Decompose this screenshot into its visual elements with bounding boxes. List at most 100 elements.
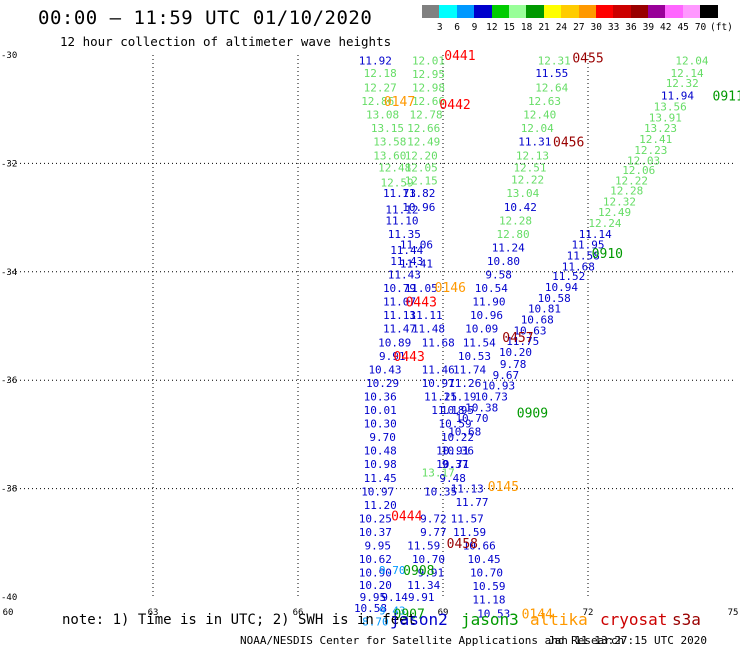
wave-height-label: 10.89 <box>378 336 411 349</box>
lat-tick-label: -38 <box>1 485 17 495</box>
wave-height-label: 12.05 <box>405 162 438 175</box>
wave-height-label: 11.14 <box>579 228 612 241</box>
wave-height-label: 9.91 <box>408 591 435 604</box>
wave-height-label: 12.95 <box>412 68 445 81</box>
wave-height-label: 10.80 <box>487 255 520 268</box>
wave-height-label: 10.20 <box>499 346 532 359</box>
wave-height-label: 11.06 <box>400 239 433 252</box>
wave-height-label: 8.70 <box>362 615 389 628</box>
pass-time-label: 0458 <box>447 537 478 552</box>
wave-height-label: 10.63 <box>513 324 546 337</box>
pass-time-label: 0911 <box>713 90 740 105</box>
wave-height-label: 12.66 <box>407 122 440 135</box>
wave-height-label: 9.95 <box>365 540 392 553</box>
wave-height-label: 11.92 <box>359 54 392 67</box>
wave-height-label: 10.73 <box>475 390 508 403</box>
wave-height-label: 11.18 <box>431 404 464 417</box>
wave-height-label: 12.51 <box>513 162 546 175</box>
wave-height-label: 13.58 <box>373 136 406 149</box>
wave-height-label: 10.97 <box>422 377 455 390</box>
legend-swatch <box>630 5 649 18</box>
wave-height-label: 10.36 <box>441 445 474 458</box>
wave-height-label: 13.04 <box>506 187 539 200</box>
wave-height-label: 12.86 <box>361 95 394 108</box>
wave-height-label: 12.24 <box>588 217 621 230</box>
wave-height-label: 11.75 <box>506 335 539 348</box>
wave-height-label: 9.78 <box>500 358 527 371</box>
wave-height-label: 10.66 <box>463 540 496 553</box>
wave-height-label: 10.58 <box>354 602 387 615</box>
wave-height-label: 12.28 <box>499 214 532 227</box>
wave-height-label: 11.52 <box>552 270 585 283</box>
lat-tick-label: -30 <box>1 51 17 61</box>
wave-height-label: 13.17 <box>422 466 455 479</box>
wave-height-label: 11.07 <box>383 296 416 309</box>
wave-height-label: 12.41 <box>639 133 672 146</box>
pass-time-label: 0443 <box>406 296 437 311</box>
legend-label: 24 <box>555 22 568 33</box>
lon-tick-label: 60 <box>3 608 14 618</box>
satellite-legend-cryosat: cryosat <box>600 610 668 629</box>
wave-height-label: 9.70 <box>379 564 406 577</box>
lon-tick-label: 63 <box>148 608 159 618</box>
wave-height-label: 12.13 <box>516 149 549 162</box>
pass-time-label: 0909 <box>517 407 548 422</box>
wave-height-label: 11.43 <box>390 255 423 268</box>
wave-height-label: 11.82 <box>402 187 435 200</box>
wave-height-label: 11.94 <box>661 90 694 103</box>
wave-height-label: 12.64 <box>535 82 568 95</box>
lon-tick-label: 72 <box>583 608 594 618</box>
wave-height-label: 11.41 <box>400 258 433 271</box>
legend-label: 9 <box>471 22 478 33</box>
pass-time-label: 0443 <box>394 350 425 365</box>
wave-height-label: 10.58 <box>538 292 571 305</box>
wave-height-label: 11.46 <box>422 363 455 376</box>
wave-height-label: 10.01 <box>364 404 397 417</box>
wave-height-label: 10.54 <box>475 282 508 295</box>
legend-swatch <box>682 5 701 18</box>
wave-height-label: 10.59 <box>439 418 472 431</box>
legend-swatch <box>595 5 614 18</box>
wave-height-label: 10.93 <box>482 380 515 393</box>
pass-time-label: 0908 <box>403 564 434 579</box>
wave-height-label: 11.74 <box>453 363 486 376</box>
wave-height-label: 11.35 <box>388 228 421 241</box>
legend-swatch <box>439 5 457 18</box>
wave-height-label: 10.97 <box>361 485 394 498</box>
wave-height-label: 12.49 <box>598 206 631 219</box>
wave-height-label: 10.96 <box>402 201 435 214</box>
legend-label: 39 <box>642 22 655 33</box>
wave-height-label: 13.56 <box>654 100 687 113</box>
pass-time-label: 0441 <box>444 49 475 64</box>
wave-height-label: 12.03 <box>627 155 660 168</box>
legend-label: 33 <box>607 22 620 33</box>
credit-line: NOAA/NESDIS Center for Satellite Applica… <box>240 634 625 647</box>
wave-height-label: 11.18 <box>472 594 505 607</box>
wave-height-label: 10.79 <box>383 282 416 295</box>
wave-height-label: 12.66 <box>412 95 445 108</box>
legend-label: 15 <box>503 22 515 33</box>
wave-height-label: 10.30 <box>364 418 397 431</box>
satellite-legend-jason3: jason3 <box>461 610 519 629</box>
pass-time-label: 0442 <box>439 98 470 113</box>
lon-tick-label: 75 <box>728 608 739 618</box>
wave-height-label: 12.78 <box>410 109 443 122</box>
wave-height-label: 11.58 <box>567 250 600 263</box>
wave-height-label: 12.40 <box>523 109 556 122</box>
wave-height-label: 10.43 <box>368 363 401 376</box>
lon-tick-label: 69 <box>438 608 449 618</box>
legend-swatch <box>474 5 492 18</box>
legend-label: 42 <box>660 22 672 33</box>
wave-height-label: 9.58 <box>485 269 512 282</box>
wave-height-label: 12.20 <box>405 149 438 162</box>
legend-swatch <box>561 5 579 18</box>
wave-height-label: 10.90 <box>359 567 392 580</box>
wave-height-label: 9.48 <box>439 472 466 485</box>
wave-height-label: 10.36 <box>364 390 397 403</box>
satellite-legend-altika: altika <box>530 610 588 629</box>
wave-height-label: 9.14 <box>381 591 408 604</box>
wave-height-label: 11.13 <box>451 483 484 496</box>
wave-height-label: 13.23 <box>644 122 677 135</box>
wave-height-label: 10.25 <box>359 512 392 525</box>
